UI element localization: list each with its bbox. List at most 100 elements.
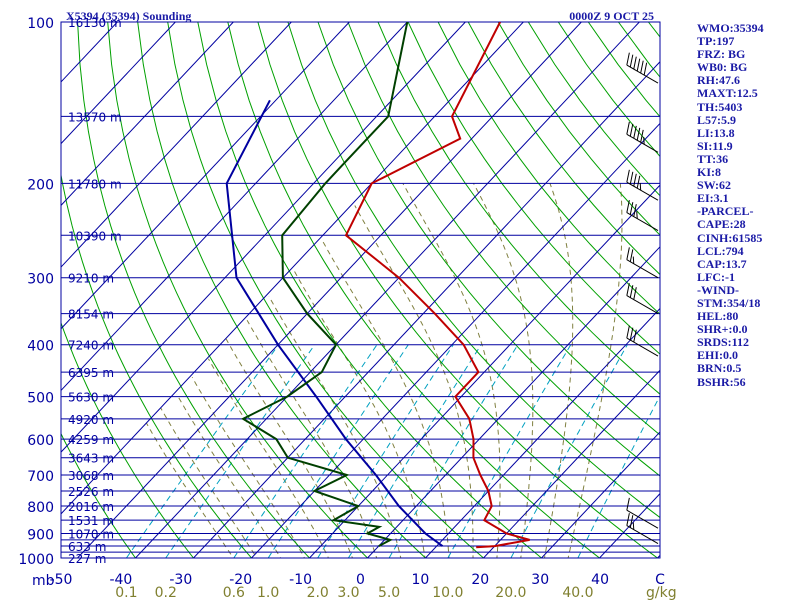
isotherm-line (251, 122, 660, 558)
isotherm-line (367, 246, 660, 558)
wind-barb (626, 169, 659, 201)
pressure-tick-label: 200 (27, 177, 54, 193)
chart-datetime: 0000Z 9 OCT 25 (569, 9, 654, 23)
sounding-index-entry: LFC:-1 (697, 269, 735, 284)
pressure-tick-label: 600 (27, 433, 54, 449)
isotherm-line (61, 22, 350, 330)
mixing-ratio-tick-label: 2.0 (307, 585, 329, 600)
temperature-tick-label: C (655, 572, 665, 588)
moist-adiabat-line (268, 296, 402, 558)
sounding-index-entry: LCL:794 (697, 243, 744, 258)
sounding-index-entry: WMO:35394 (697, 21, 764, 35)
wind-barb-feather (643, 62, 648, 76)
sounding-index-entry: FRZ: BG (697, 47, 746, 62)
moist-adiabat-line (246, 319, 378, 558)
moist-adiabat-line (543, 183, 574, 558)
wind-barb-feather (629, 171, 634, 185)
sounding-index-entry: BSHR:56 (697, 374, 746, 389)
wind-barb (626, 513, 659, 545)
temperature-tick-label: 0 (356, 572, 365, 588)
mixing-ratio-lines (125, 344, 660, 558)
pressure-tick-label: 700 (27, 469, 54, 485)
wind-barb-feather (629, 285, 634, 298)
height-label: 4920 m (68, 413, 114, 427)
dry-adiabat-line (107, 22, 368, 558)
plot-frame (60, 21, 661, 559)
wind-barb (626, 52, 659, 84)
height-label: 10390 m (68, 229, 122, 243)
isobar-lines (61, 22, 660, 558)
temperature-tick-label: -40 (109, 572, 132, 588)
pressure-tick-label: 500 (27, 391, 54, 407)
wind-barbs (626, 52, 659, 545)
pressure-tick-label: 100 (27, 16, 54, 32)
moist-adiabat-line (473, 183, 534, 558)
wind-barb-feather (626, 325, 630, 339)
wind-barb-feather (629, 249, 634, 262)
wind-barb-staff (626, 337, 659, 357)
sounding-index-entry: KI:8 (697, 165, 721, 180)
wind-barb (626, 200, 659, 232)
wind-barb-feather (636, 175, 641, 189)
sounding-index-entry: SW:62 (697, 178, 732, 193)
temperature-profile-line (344, 22, 530, 549)
wind-barb-feather (633, 287, 637, 300)
wind-barb-staff (626, 259, 659, 279)
sounding-index-entry: HEL:80 (697, 309, 739, 324)
height-label: 2526 m (68, 485, 114, 499)
wind-barb-feather (636, 127, 641, 141)
height-label: 8154 m (68, 308, 114, 322)
dry-adiabat-lines (61, 22, 660, 558)
isotherm-line (483, 369, 660, 558)
pressure-tick-label: 300 (27, 272, 54, 288)
wind-barb-feather (633, 173, 637, 187)
sounding-index-entry: L57:5.9 (697, 112, 736, 127)
wind-barb-feather (633, 56, 637, 70)
sounding-index-entry: BRN:0.5 (697, 361, 742, 376)
pressure-tick-label: 400 (27, 339, 54, 355)
wind-barb-feather (640, 129, 644, 143)
isotherm-line (61, 22, 176, 145)
height-label: 7240 m (68, 339, 114, 353)
pressure-axis-unit: mb (32, 573, 55, 589)
mixing-ratio-tick-label: 0.6 (223, 585, 245, 600)
height-label: 6395 m (68, 366, 114, 380)
wind-barb-feather (626, 121, 630, 135)
mixing-ratio-tick-label: 20.0 (495, 585, 526, 600)
temperature-tick-label: -10 (289, 572, 312, 588)
wind-barb (626, 497, 659, 529)
wind-barb-feather (626, 513, 630, 526)
wind-barb-feather (626, 169, 630, 183)
wind-barb-staff (626, 212, 659, 232)
height-label: 9210 m (68, 272, 114, 286)
wind-barb-staff (626, 295, 659, 315)
temperature-tick-label: -50 (50, 572, 73, 588)
wind-barb (626, 325, 659, 357)
sounding-index-entry: SI:11.9 (697, 138, 733, 153)
mixing-ratio-line (125, 344, 280, 558)
height-label: 227 m (68, 552, 106, 566)
sounding-index-entry: -PARCEL- (697, 204, 754, 219)
isotherm-line (77, 22, 582, 558)
dry-adiabat-line (257, 22, 658, 558)
wind-barb-staff (626, 133, 659, 153)
height-label: 1531 m (68, 514, 114, 528)
wind-barb-staff (626, 64, 659, 84)
parcel-profile-line (225, 99, 444, 547)
wind-barb-feather (626, 52, 630, 66)
moist-adiabat-line (402, 183, 501, 558)
wind-barb (626, 247, 659, 279)
mixing-ratio-tick-label: 5.0 (378, 585, 400, 600)
sounding-index-entry: RH:47.6 (697, 73, 740, 88)
isotherm-line (61, 22, 466, 453)
wind-barb-feather (626, 247, 630, 260)
mixing-ratio-line (577, 394, 660, 558)
moist-adiabat-line (191, 376, 306, 558)
dry-adiabat-line (167, 22, 484, 558)
height-label: 633 m (68, 540, 106, 554)
wind-barb-feather (629, 202, 634, 215)
temperature-tick-label: 20 (471, 572, 489, 588)
moist-adiabat-line (354, 205, 474, 558)
mixing-ratio-line (165, 344, 316, 558)
